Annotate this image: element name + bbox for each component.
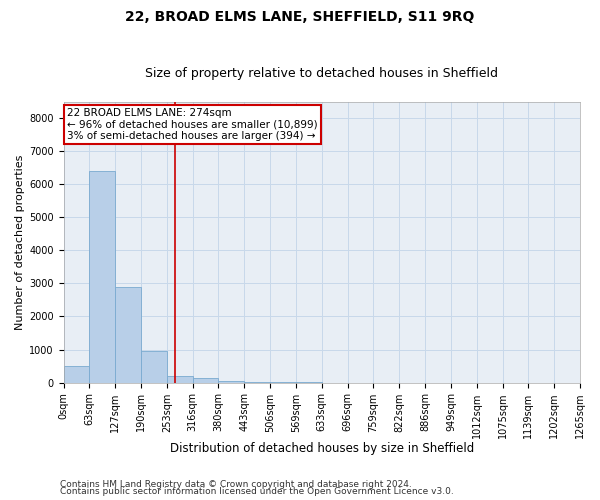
Bar xyxy=(89,171,115,382)
Bar xyxy=(193,378,218,382)
X-axis label: Distribution of detached houses by size in Sheffield: Distribution of detached houses by size … xyxy=(170,442,474,455)
Text: Contains public sector information licensed under the Open Government Licence v3: Contains public sector information licen… xyxy=(60,487,454,496)
Bar xyxy=(115,286,141,382)
Text: Contains HM Land Registry data © Crown copyright and database right 2024.: Contains HM Land Registry data © Crown c… xyxy=(60,480,412,489)
Bar xyxy=(167,376,193,382)
Y-axis label: Number of detached properties: Number of detached properties xyxy=(15,154,25,330)
Bar xyxy=(64,366,89,382)
Text: 22, BROAD ELMS LANE, SHEFFIELD, S11 9RQ: 22, BROAD ELMS LANE, SHEFFIELD, S11 9RQ xyxy=(125,10,475,24)
Bar xyxy=(141,351,167,382)
Title: Size of property relative to detached houses in Sheffield: Size of property relative to detached ho… xyxy=(145,66,498,80)
Bar xyxy=(218,381,244,382)
Text: 22 BROAD ELMS LANE: 274sqm
← 96% of detached houses are smaller (10,899)
3% of s: 22 BROAD ELMS LANE: 274sqm ← 96% of deta… xyxy=(67,108,318,142)
